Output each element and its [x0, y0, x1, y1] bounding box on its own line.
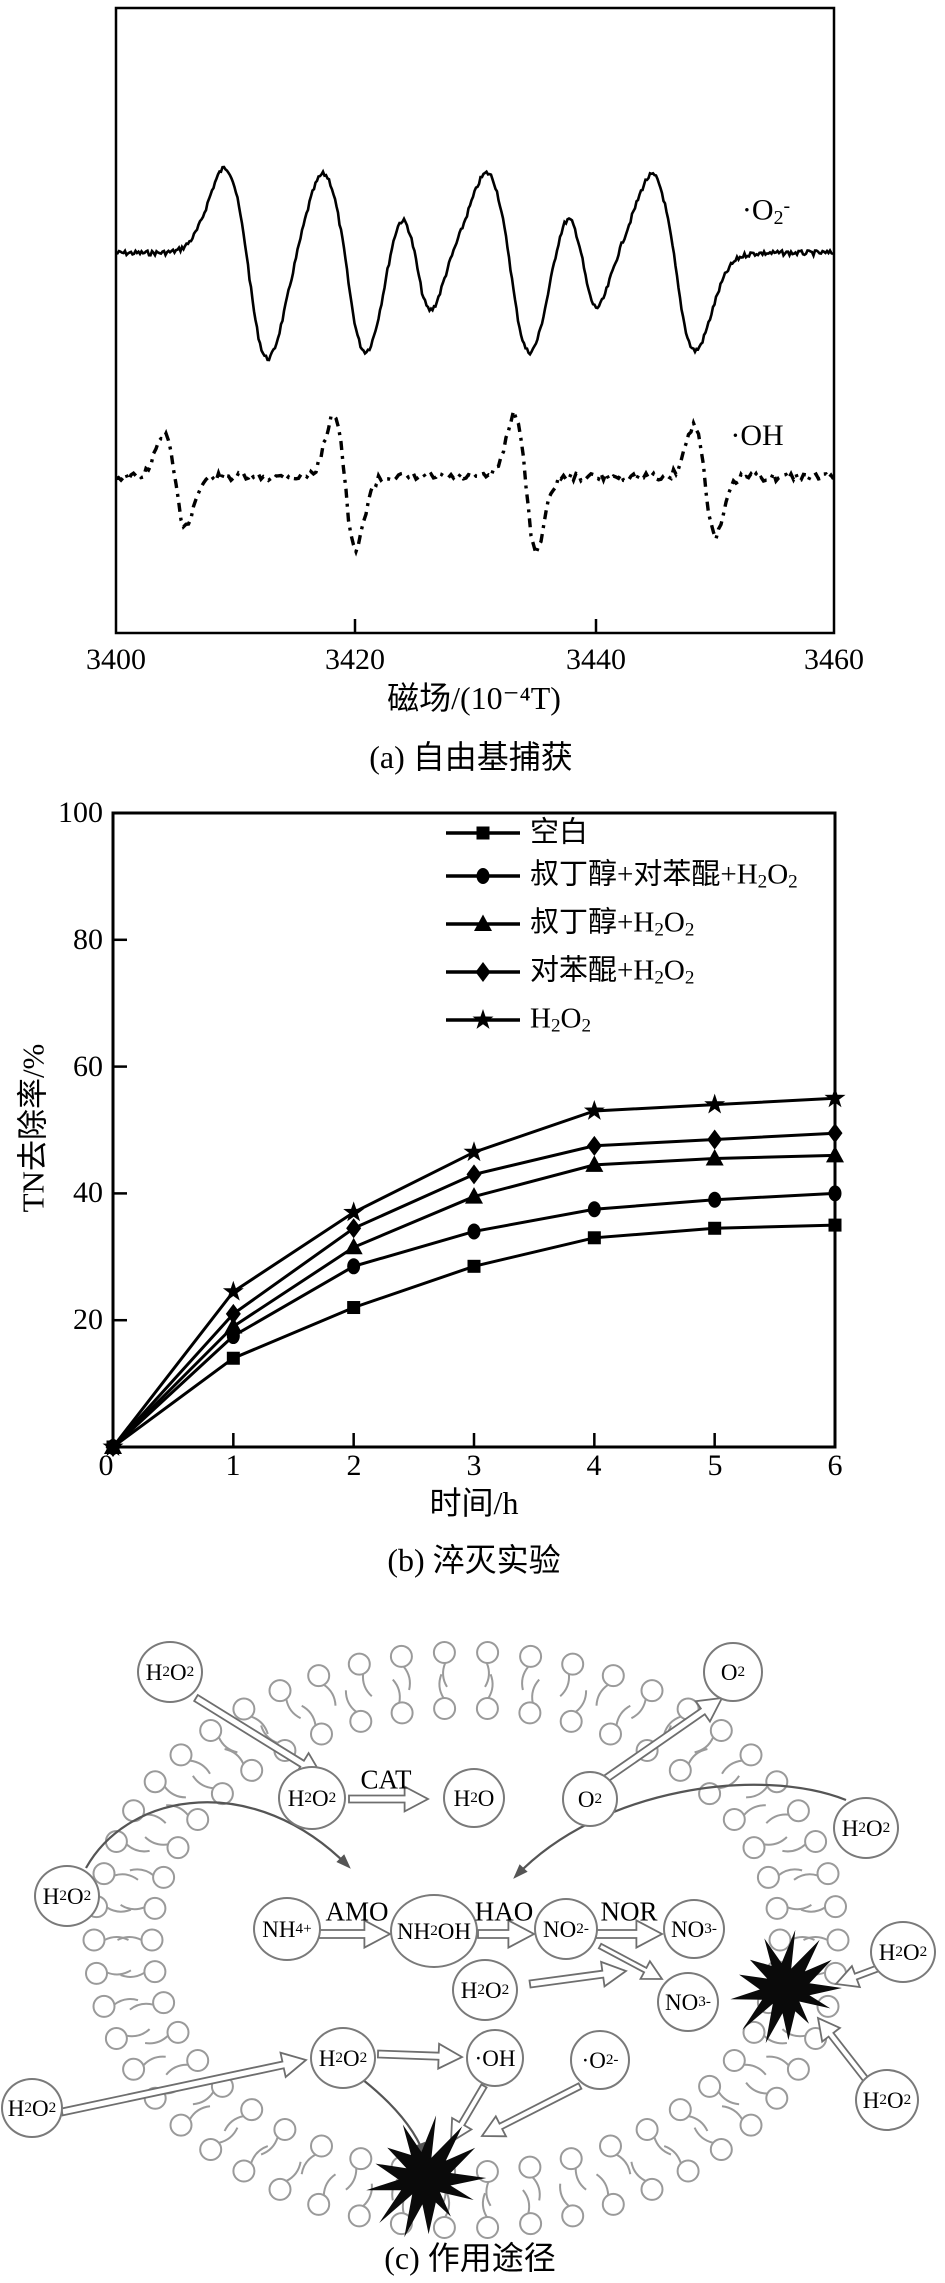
curved-arrow-0: [85, 1801, 349, 1869]
flow-arrow-5: [595, 1918, 664, 1950]
legend-marker-blank: [446, 826, 520, 840]
node-no3: NO 3-: [663, 1899, 725, 1959]
flow-arrow-4: [477, 1918, 536, 1950]
flow-arrow-13: [480, 2082, 583, 2138]
panel-b-plot: [102, 811, 846, 1457]
node-nh2oh: NH 2 OH: [390, 1894, 478, 1968]
panel-b-ylabel: TN去除率/%: [15, 1043, 51, 1213]
curved-arrow-1: [515, 1783, 847, 1877]
epr-trace-superoxide: [115, 165, 834, 362]
panel-a-xlabel: 磁场/(10⁻⁴T): [387, 680, 561, 716]
panel-c-caption: (c) 作用途径: [384, 2240, 556, 2276]
legend-label-blank: 空白: [530, 816, 589, 849]
trace-label-hydroxyl: ·OH: [730, 419, 784, 452]
flow-arrow-11: [376, 2042, 464, 2071]
legend-marker-pbq-h2o2: [446, 962, 520, 982]
panel-b-ytick-80: 80: [73, 923, 103, 956]
legend-label-tba-pbq-h2o2: 叔丁醇+对苯醌+H2O2: [530, 858, 798, 893]
panel-b-ytick-40: 40: [73, 1176, 103, 1209]
flow-arrow-1: [600, 1696, 724, 1785]
trace-label-superoxide: ·O2-: [741, 193, 791, 229]
enzyme-label-amo: AMO: [325, 1896, 389, 1927]
flow-arrow-12: [450, 2083, 488, 2144]
panel-b-xtick-1: 1: [225, 1449, 241, 1482]
node-oh-radical: ·OH: [466, 2029, 524, 2087]
legend-label-h2o2: H2O2: [530, 1002, 592, 1037]
legend-marker-tba-pbq-h2o2: [446, 868, 520, 884]
panel-b-xtick-2: 2: [346, 1449, 362, 1482]
flow-arrow-3: [318, 1918, 392, 1950]
legend-label-tba-h2o2: 叔丁醇+H2O2: [530, 906, 695, 941]
panel-b-ytick-60: 60: [73, 1050, 103, 1083]
panel-b-xtick-0: 0: [98, 1449, 114, 1482]
series-markers-h2o2: [102, 1087, 846, 1456]
panel-a-xtick-3440: 3440: [566, 643, 626, 676]
node-no3-2: NO 3-: [657, 1972, 719, 2032]
node-o2-radical: ·O 2-: [570, 2030, 630, 2090]
panel-b-caption: (b) 淬灭实验: [387, 1542, 561, 1578]
series-line-blank: [112, 1223, 836, 1449]
damage-starburst-0: [730, 1929, 842, 2044]
flow-arrow-6: [528, 1960, 628, 1989]
panel-b-xtick-3: 3: [466, 1449, 482, 1482]
series-markers-tba-h2o2: [104, 1145, 844, 1454]
panel-b-xtick-4: 4: [586, 1449, 602, 1482]
panel-a-xtick-3460: 3460: [804, 643, 864, 676]
node-nh4: NH 4 +: [253, 1897, 321, 1961]
legend-marker-tba-h2o2: [446, 914, 520, 931]
enzyme-label-hao: HAO: [474, 1896, 534, 1927]
series-markers-blank: [106, 1218, 842, 1454]
legend-marker-h2o2: [446, 1009, 520, 1029]
panel-b-xtick-6: 6: [827, 1449, 843, 1482]
panel-a-xtick-3400: 3400: [86, 643, 146, 676]
epr-trace-hydroxyl: [115, 404, 835, 560]
legend-label-pbq-h2o2: 对苯醌+H2O2: [530, 954, 695, 989]
series-markers-pbq-h2o2: [105, 1123, 843, 1457]
series-markers-tba-pbq-h2o2: [106, 1185, 842, 1455]
flow-arrow-7: [597, 1942, 664, 1980]
panel-b-xlabel: 时间/h: [429, 1485, 519, 1521]
node-no2: NO 2-: [534, 1898, 598, 1960]
flow-arrow-10: [60, 2051, 308, 2117]
panel-b-xtick-5: 5: [707, 1449, 723, 1482]
panel-b-ytick-20: 20: [73, 1303, 103, 1336]
enzyme-label-nor: NOR: [600, 1896, 658, 1927]
flow-arrow-2: [348, 1785, 430, 1813]
panel-b-ytick-100: 100: [58, 796, 103, 829]
damage-starburst-1: [366, 2115, 487, 2238]
panel-a-plot: [114, 6, 836, 635]
panel-a-caption: (a) 自由基捕获: [369, 739, 573, 775]
enzyme-label-cat: CAT: [360, 1764, 412, 1795]
panel-a-xtick-3420: 3420: [325, 643, 385, 676]
